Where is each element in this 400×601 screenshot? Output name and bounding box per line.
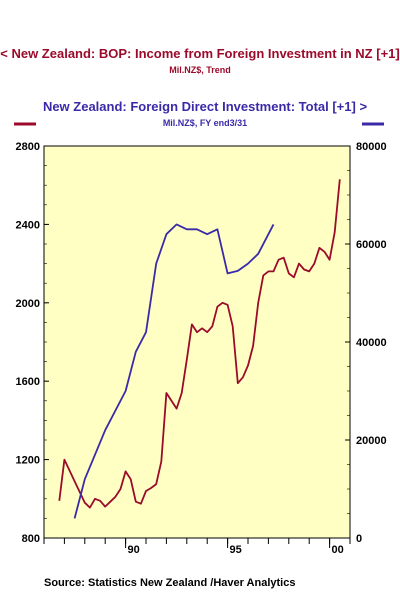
- source-note: Source: Statistics New Zealand /Haver An…: [44, 577, 295, 589]
- left-axis-tick-label: 1200: [16, 455, 40, 467]
- x-axis-tick-label: 90: [127, 544, 139, 556]
- left-axis-tick-label: 2000: [16, 298, 40, 310]
- x-axis-tick-label: 00: [331, 544, 343, 556]
- right-axis-tick-label: 80000: [356, 141, 387, 153]
- foreign-direct-investment-line: [73, 223, 275, 519]
- left-axis-tick-label: 2800: [16, 141, 40, 153]
- right-axis-tick-label: 20000: [356, 435, 387, 447]
- income-foreign-investment-line: [58, 179, 341, 509]
- series-lines: [58, 179, 341, 519]
- right-series-title: New Zealand: Foreign Direct Investment: …: [43, 99, 368, 114]
- left-axis-tick-label: 1600: [16, 376, 40, 388]
- right-axis-tick-label: 40000: [356, 337, 387, 349]
- left-series-title: < New Zealand: BOP: Income from Foreign …: [0, 46, 399, 61]
- right-series-subtitle: Mil.NZ$, FY end3/31: [163, 118, 247, 128]
- left-axis-tick-label: 800: [22, 533, 40, 545]
- axes: 800 1200 1600 2000 2400 2800 0 20000 40000 60000 8…: [16, 141, 387, 556]
- right-axis-tick-label: 60000: [356, 239, 387, 251]
- plot-area: [43, 145, 351, 539]
- left-series-subtitle: Mil.NZ$, Trend: [169, 65, 231, 75]
- x-axis-tick-label: 95: [229, 544, 241, 556]
- left-axis-tick-label: 2400: [16, 219, 40, 231]
- right-axis-tick-label: 0: [356, 533, 362, 545]
